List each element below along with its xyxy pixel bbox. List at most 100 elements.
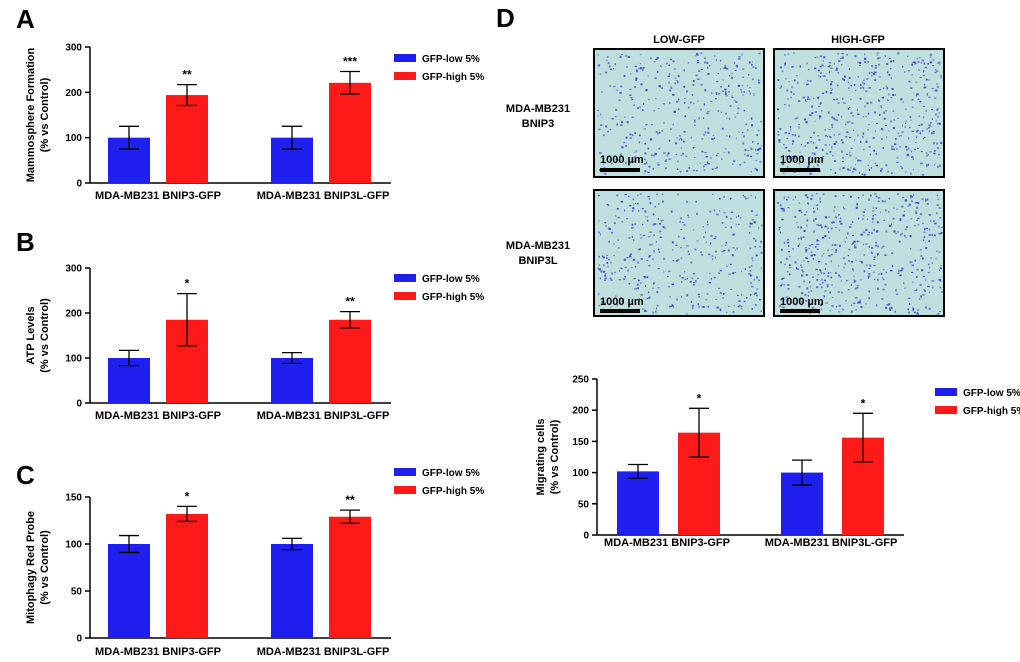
cell-dot [615,109,618,111]
cell-dot [609,129,612,131]
cell-dot [867,234,870,236]
cell-dot [933,150,937,152]
cell-dot [751,307,754,310]
cell-dot [660,65,662,67]
cell-dot [808,98,811,101]
cell-dot [784,147,786,149]
cell-dot [754,292,757,295]
cell-dot [798,285,801,288]
cell-dot [749,92,751,95]
cell-dot [694,248,697,251]
cell-dot [690,261,693,264]
cell-dot [754,196,757,199]
cell-dot [724,67,727,69]
cell-dot [822,75,825,77]
cell-dot [934,234,936,237]
cell-dot [730,263,732,265]
cell-dot [835,141,838,143]
cell-dot [922,222,924,224]
cell-dot [729,135,731,138]
cell-dot [758,82,761,84]
cell-dot [787,284,790,286]
cell-dot [850,147,853,149]
cell-dot [892,217,895,220]
cell-dot [696,60,700,62]
cell-dot [702,226,704,228]
cell-dot [830,276,832,278]
cell-dot [789,264,791,267]
cell-dot [899,274,902,276]
cell-dot [914,259,916,262]
cell-dot [669,102,671,104]
cell-dot [902,101,904,103]
cell-dot [839,57,843,59]
cell-dot [700,108,702,111]
cell-dot [802,271,805,273]
cell-dot [731,73,733,75]
cell-dot [659,131,661,134]
cell-dot [712,258,714,261]
cell-dot [656,304,659,307]
cell-dot [646,276,649,279]
cell-dot [677,160,679,163]
cell-dot [841,291,843,294]
cell-dot [670,86,672,89]
cell-dot [743,109,745,112]
cell-dot [854,83,856,86]
cell-dot [853,302,856,304]
cell-dot [635,77,638,80]
cell-dot [818,106,821,108]
cell-dot [891,264,894,268]
cell-dot [895,293,899,295]
cell-dot [758,52,761,55]
cell-dot [672,260,675,262]
cell-dot [847,260,850,262]
cell-dot [852,234,855,237]
cell-dot [921,198,924,200]
cell-dot [741,293,743,296]
cell-dot [820,72,822,74]
cell-dot [786,158,789,161]
cell-dot [869,265,872,267]
cell-dot [885,209,887,212]
cell-dot [751,219,754,221]
cell-dot [940,291,943,293]
cell-dot [633,151,636,153]
cell-dot [925,109,927,112]
cell-dot [870,194,872,197]
cell-dot [797,237,800,240]
cell-dot [631,116,634,118]
cell-dot [802,96,805,99]
panel-label-b: B [16,227,35,257]
cell-dot [875,195,878,198]
cell-dot [598,128,601,131]
cell-dot [749,86,751,89]
cell-dot [827,111,830,114]
cell-dot [922,275,925,278]
cell-dot [847,168,850,171]
cell-dot [860,306,863,309]
cell-dot [934,69,937,71]
cell-dot [936,147,939,150]
bar-gfp-high [166,95,208,183]
cell-dot [693,283,695,286]
cell-dot [686,170,689,172]
cell-dot [653,234,655,236]
cell-dot [842,195,845,197]
cell-dot [639,63,642,65]
cell-dot [697,293,700,296]
cell-dot [843,79,845,82]
cell-dot [695,200,697,203]
cell-dot [607,62,610,64]
cell-dot [898,269,900,272]
cell-dot [797,81,799,84]
cell-dot [805,121,808,124]
cell-dot [703,169,706,171]
cell-dot [910,261,913,263]
cell-dot [749,247,752,249]
cell-dot [806,79,809,82]
cell-dot [752,141,754,143]
legend-label: GFP-high 5% [422,486,484,497]
cell-dot [691,94,694,96]
cell-dot [733,305,735,307]
